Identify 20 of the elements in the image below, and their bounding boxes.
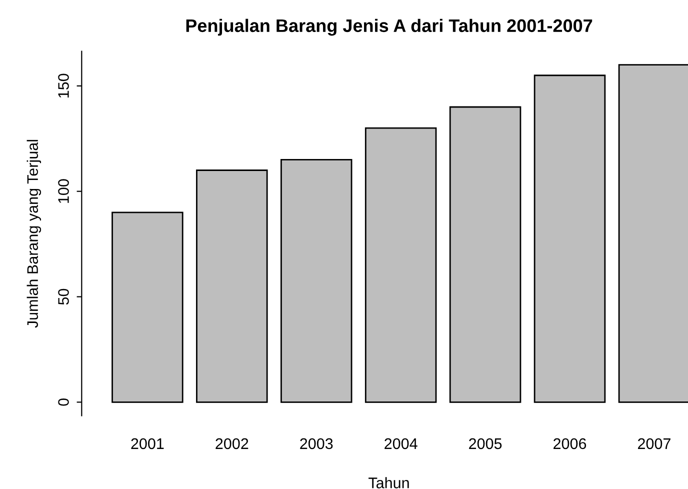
x-tick-label: 2005	[469, 438, 502, 450]
y-tick-label: 0	[58, 398, 69, 406]
bar	[196, 170, 268, 403]
bar	[280, 159, 352, 403]
x-tick-label: 2003	[300, 438, 333, 450]
x-tick-label: 2001	[131, 438, 164, 450]
y-tick-label: 100	[58, 179, 69, 203]
x-tick-label: 2004	[384, 438, 418, 450]
y-tick-label: 150	[58, 74, 69, 98]
x-axis-title: Tahun	[368, 477, 409, 488]
bar	[534, 74, 606, 403]
chart-title: Penjualan Barang Jenis A dari Tahun 2001-2007	[186, 18, 592, 36]
x-tick-label: 2006	[554, 438, 586, 450]
y-tick-label: 50	[58, 288, 69, 305]
x-tick-label: 2002	[216, 438, 248, 450]
bar	[364, 127, 437, 403]
x-tick-label: 2007	[638, 438, 670, 450]
bar	[449, 106, 522, 403]
bar	[112, 212, 184, 403]
y-axis-title: Jumlah Barang yang Terjual	[26, 140, 42, 328]
